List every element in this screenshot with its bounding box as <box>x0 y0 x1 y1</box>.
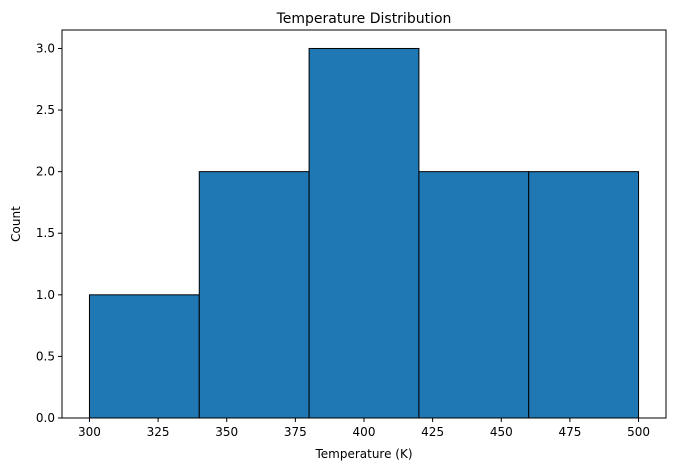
y-axis-title: Count <box>9 206 23 242</box>
x-ticks-group: 300 325 350 375 400 425 450 475 500 <box>78 418 650 439</box>
y-tick-label: 0.0 <box>36 411 55 425</box>
y-tick-label: 3.0 <box>36 41 55 55</box>
x-tick-label: 300 <box>78 425 101 439</box>
x-tick-label: 400 <box>353 425 376 439</box>
y-tick-label: 1.0 <box>36 288 55 302</box>
x-tick-label: 475 <box>558 425 581 439</box>
plot-frame <box>61 29 667 419</box>
x-tick-label: 425 <box>421 425 444 439</box>
chart-title: Temperature Distribution <box>276 11 452 27</box>
y-tick-label: 2.5 <box>36 103 55 117</box>
x-axis-title: Temperature (K) <box>314 447 412 461</box>
histogram-bar <box>198 171 310 419</box>
histogram-bar <box>418 171 530 419</box>
x-tick-label: 450 <box>490 425 513 439</box>
histogram-bar <box>308 47 420 419</box>
histogram-bar <box>88 294 200 419</box>
histogram-bar <box>528 171 640 419</box>
y-tick-label: 2.0 <box>36 165 55 179</box>
y-tick-label: 0.5 <box>36 349 55 363</box>
x-tick-label: 375 <box>284 425 307 439</box>
y-tick-label: 1.5 <box>36 226 55 240</box>
bars-group <box>88 47 640 419</box>
x-tick-label: 500 <box>627 425 650 439</box>
y-ticks-group: 0.0 0.5 1.0 1.5 2.0 2.5 3.0 <box>36 41 62 425</box>
x-tick-label: 325 <box>147 425 170 439</box>
x-tick-label: 350 <box>215 425 238 439</box>
